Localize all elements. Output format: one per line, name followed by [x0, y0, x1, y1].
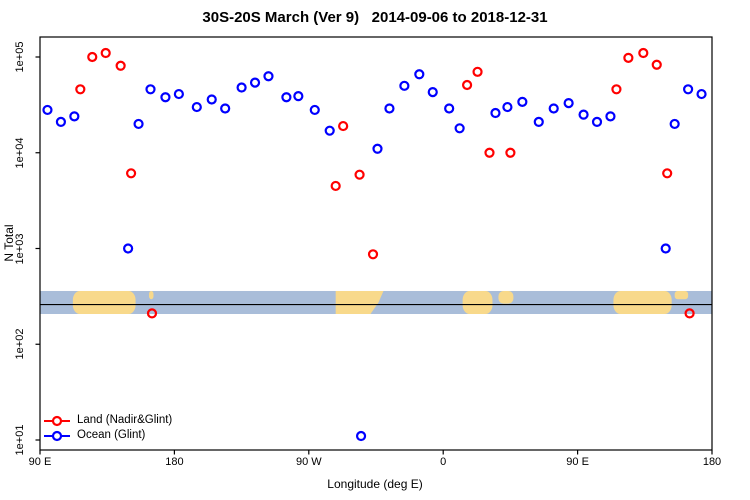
y-tick-label: 1e+04	[14, 137, 26, 169]
y-tick-label: 1e+05	[14, 41, 26, 73]
x-tick-label: 180	[165, 456, 184, 468]
legend-label-ocean: Ocean (Glint)	[77, 429, 146, 441]
y-tick-label: 1e+03	[14, 233, 26, 264]
legend-label-land: Land (Nadir&Glint)	[77, 414, 173, 426]
x-tick-label: 180	[702, 456, 722, 468]
x-tick-label: 0	[440, 456, 447, 468]
x-tick-label: 90 W	[295, 456, 322, 468]
y-tick-label: 1e+02	[14, 328, 26, 360]
y-tick-label: 1e+01	[14, 424, 26, 456]
x-tick-label: 90 E	[28, 456, 52, 468]
x-axis-label: Longitude (deg E)	[327, 477, 423, 491]
chart-title: 30S-20S March (Ver 9) 2014-09-06 to 2018…	[202, 9, 548, 26]
x-tick-label: 90 E	[566, 456, 589, 468]
